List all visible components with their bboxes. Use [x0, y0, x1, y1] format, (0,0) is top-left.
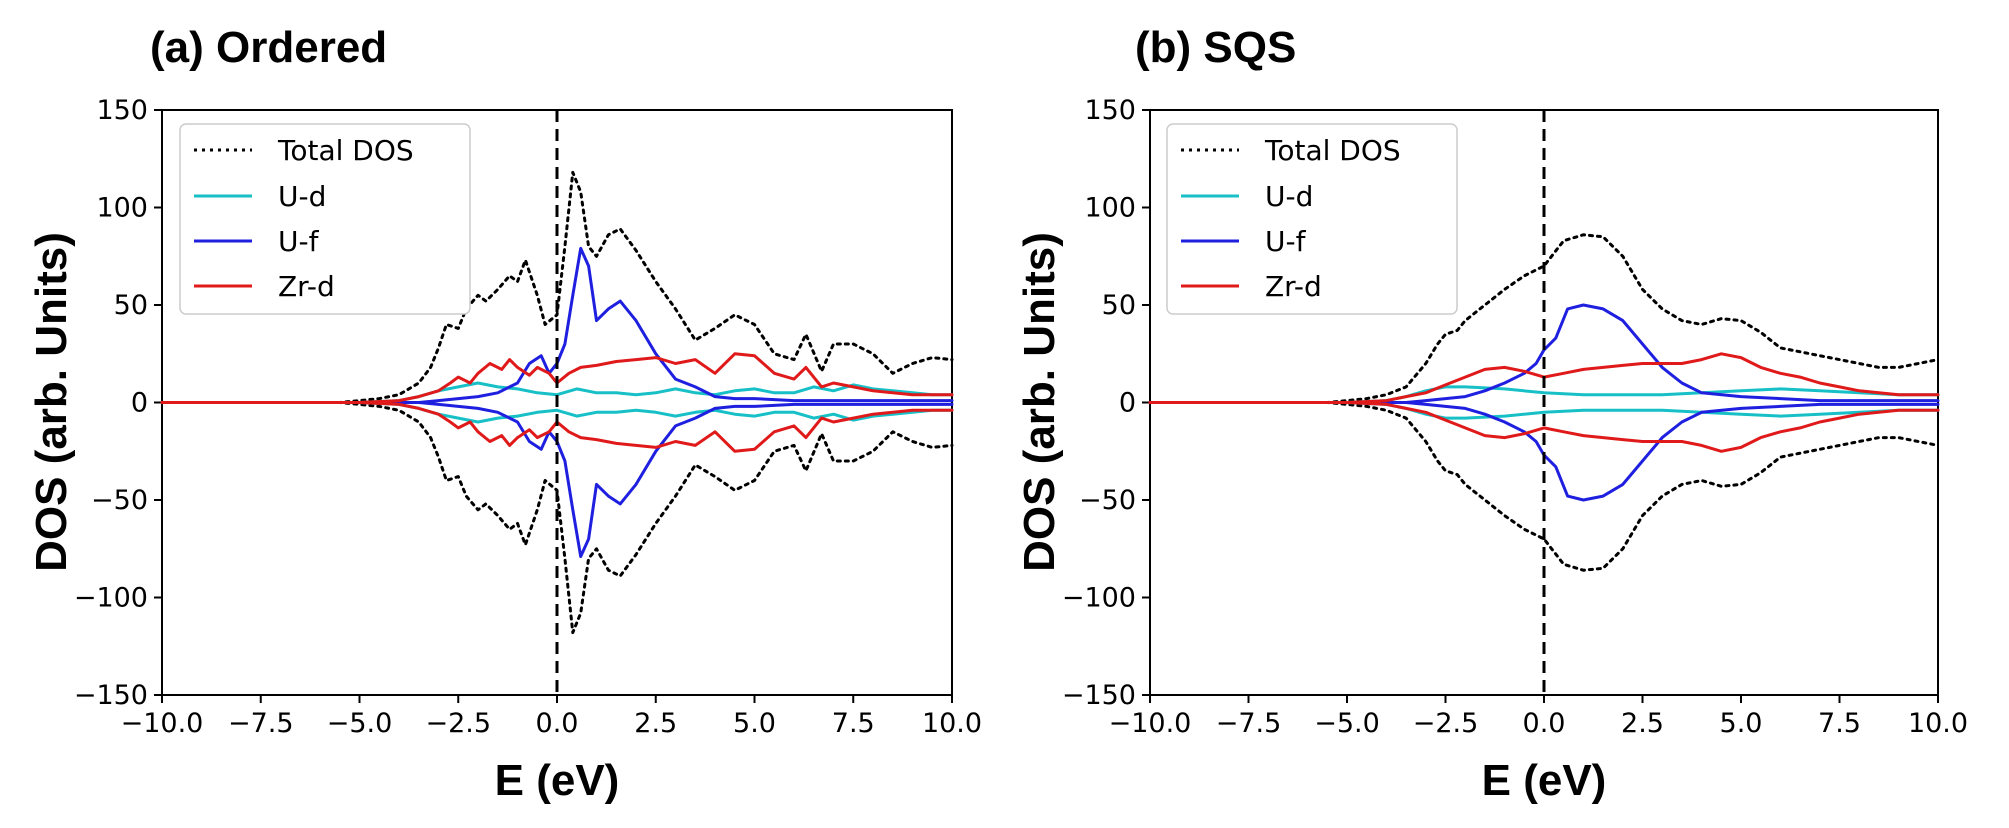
x-tick-label: −5.0	[327, 708, 393, 739]
legend-label-u-d: U-d	[1265, 180, 1313, 213]
x-tick-label: −7.5	[1216, 708, 1282, 739]
panel-ordered: (a) Ordered −10.0 −7.5 −5.0 −2.5 0.0 2.5 5.0 7.…	[27, 23, 982, 805]
panel-sqs: (b) SQS −10.0 −7.5 −5.0 −2.5 0.0 2.5 5.0 7.5 10.…	[1015, 23, 1968, 805]
series-line-u-f-up	[1148, 303, 1940, 404]
y-tick-label: 150	[96, 95, 148, 126]
series-line-zr-d-down	[160, 401, 954, 453]
x-axis-label: E (eV)	[495, 756, 620, 805]
y-tick-label: −100	[1062, 583, 1136, 614]
series-line-u-f-down	[1148, 401, 1940, 502]
x-tick-label: −10.0	[121, 708, 204, 739]
series-line-zr-d-up	[160, 352, 954, 404]
x-tick-label: 5.0	[1720, 708, 1763, 739]
x-tick-label: 2.5	[1621, 708, 1664, 739]
legend-label-u-f: U-f	[1265, 225, 1307, 258]
series-line-total-dos-up	[160, 170, 954, 404]
axis-ticks: −10.0 −7.5 −5.0 −2.5 0.0 2.5 5.0 7.5 10.0 150 100 5…	[74, 95, 982, 739]
x-tick-label: −5.0	[1314, 708, 1380, 739]
legend-label-total-dos: Total DOS	[1264, 134, 1401, 167]
x-tick-label: 10.0	[922, 708, 982, 739]
x-tick-label: 7.5	[1818, 708, 1861, 739]
legend-box	[179, 123, 471, 315]
x-tick-label: 2.5	[634, 708, 677, 739]
y-tick-label: 100	[96, 193, 148, 224]
y-tick-label: −100	[74, 583, 148, 614]
y-tick-label: −150	[74, 680, 148, 711]
legend-label-total-dos: Total DOS	[277, 134, 414, 167]
legend-label-u-f: U-f	[278, 225, 320, 258]
legend-label-u-d: U-d	[278, 180, 326, 213]
x-tick-label: −2.5	[1413, 708, 1479, 739]
legend-label-zr-d: Zr-d	[1265, 270, 1322, 303]
y-tick-label: −50	[91, 485, 148, 516]
x-axis-label: E (eV)	[1482, 756, 1607, 805]
y-axis-label: DOS (arb. Units)	[27, 232, 76, 572]
x-tick-label: −2.5	[425, 708, 491, 739]
series-line-total-dos-up	[1148, 233, 1940, 404]
series-line-u-f-up	[160, 246, 954, 404]
series-line-u-d-up	[160, 381, 954, 404]
x-tick-label: 0.0	[536, 708, 579, 739]
y-tick-label: 150	[1084, 95, 1136, 126]
x-tick-label: 0.0	[1523, 708, 1566, 739]
series-line-u-d-down	[160, 401, 954, 424]
series-line-zr-d-up	[1148, 352, 1940, 404]
x-tick-label: 7.5	[832, 708, 875, 739]
y-axis-label: DOS (arb. Units)	[1015, 232, 1064, 572]
y-tick-label: 50	[114, 290, 148, 321]
x-tick-label: 5.0	[733, 708, 776, 739]
y-tick-label: −150	[1062, 680, 1136, 711]
y-tick-label: −50	[1079, 485, 1136, 516]
panel-title: (a) Ordered	[150, 23, 387, 72]
series-lines	[1148, 233, 1940, 572]
series-line-zr-d-down	[1148, 401, 1940, 453]
legend-label-zr-d: Zr-d	[278, 270, 335, 303]
x-tick-label: −10.0	[1109, 708, 1192, 739]
series-line-u-f-down	[160, 401, 954, 558]
series-line-total-dos-down	[1148, 401, 1940, 572]
y-tick-label: 0	[131, 388, 148, 419]
y-tick-label: 0	[1119, 388, 1136, 419]
x-tick-label: −7.5	[228, 708, 294, 739]
legend-box	[1166, 123, 1458, 315]
series-lines	[160, 170, 954, 635]
legend: Total DOS U-d U-f Zr-d	[179, 123, 471, 315]
axis-ticks: −10.0 −7.5 −5.0 −2.5 0.0 2.5 5.0 7.5 10.0 150 100 5…	[1062, 95, 1968, 739]
y-tick-label: 100	[1084, 193, 1136, 224]
series-line-total-dos-down	[160, 401, 954, 635]
panel-title: (b) SQS	[1135, 23, 1296, 72]
x-tick-label: 10.0	[1908, 708, 1968, 739]
legend: Total DOS U-d U-f Zr-d	[1166, 123, 1458, 315]
y-tick-label: 50	[1102, 290, 1136, 321]
